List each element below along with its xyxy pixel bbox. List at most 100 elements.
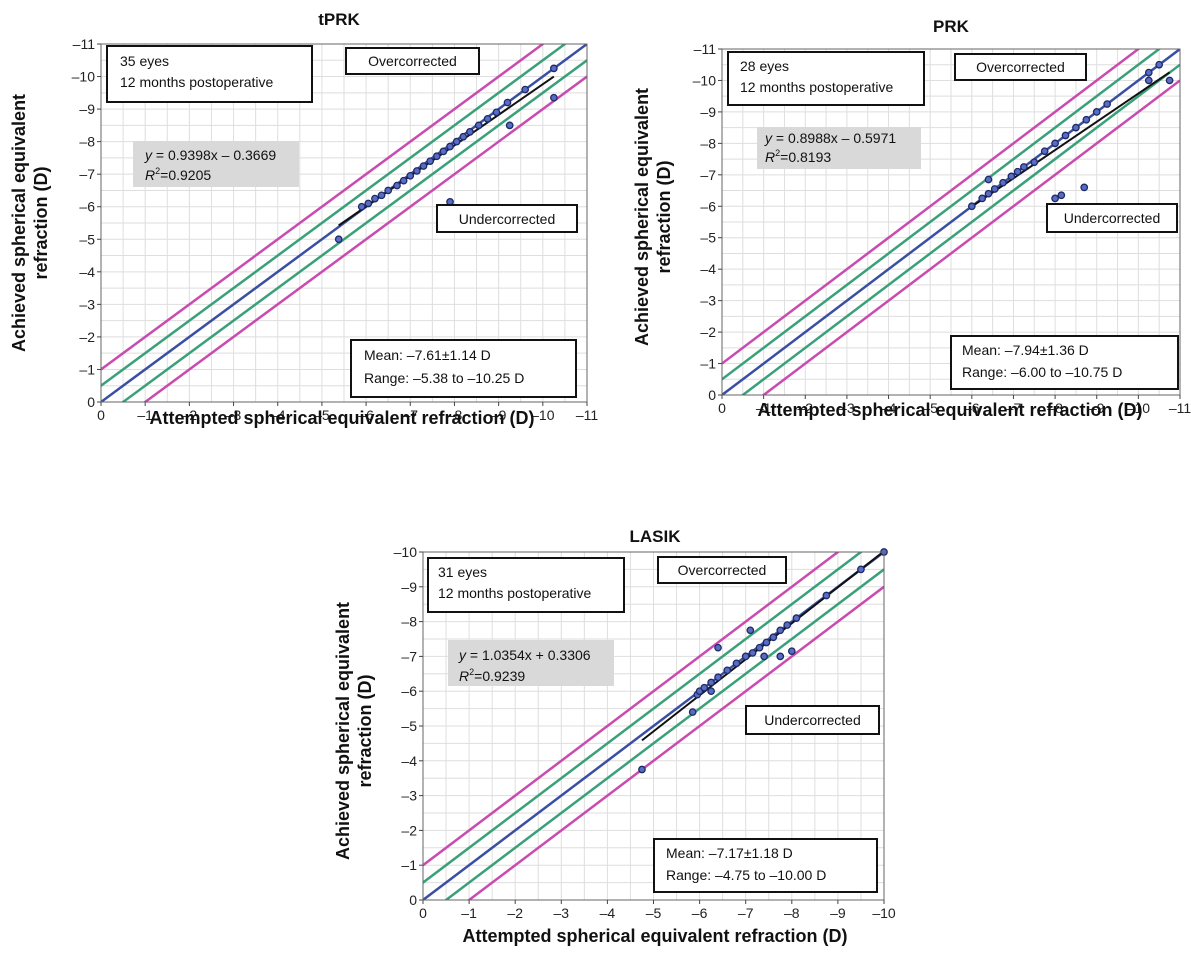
data-point: [1030, 158, 1039, 167]
x-tick-label: –5: [646, 905, 662, 921]
y-tick-label: –9: [700, 104, 716, 120]
data-point: [707, 678, 715, 687]
y-tick-label: –4: [401, 753, 417, 769]
mean-text: Mean: –7.94±1.36 D: [962, 342, 1089, 358]
data-point: [769, 633, 778, 642]
reference-line: [423, 552, 840, 867]
overcorrected-box: Overcorrected: [657, 556, 787, 584]
y-tick-label: –11: [694, 41, 717, 57]
y-tick-label: –3: [401, 788, 417, 804]
x-tick-label: –11: [1169, 400, 1191, 416]
data-point: [1144, 76, 1153, 85]
data-point: [1013, 167, 1022, 176]
range-text: Range: –4.75 to –10.00 D: [666, 867, 826, 883]
equation-variable: y: [458, 647, 467, 663]
y-tick-label: –5: [79, 231, 95, 247]
y-axis-title-line-1: Achieved spherical equivalent: [333, 602, 353, 860]
data-point: [393, 181, 401, 190]
x-tick-label: –6: [358, 407, 374, 423]
y-tick-label: –2: [700, 324, 716, 340]
followup-text: 12 months postoperative: [438, 585, 592, 601]
x-tick-label: –7: [402, 407, 418, 423]
y-axis-title-line-1: Achieved spherical equivalent: [632, 88, 652, 346]
overcorrected-label: Overcorrected: [368, 53, 457, 69]
x-tick-label: –7: [738, 905, 754, 921]
data-point: [1082, 115, 1091, 124]
reference-line: [722, 49, 1180, 395]
y-tick-label: –2: [79, 329, 95, 345]
data-point: [776, 652, 785, 661]
y-tick-label: –5: [401, 718, 417, 734]
y-tick-label: –11: [73, 36, 96, 52]
y-tick-label: –9: [79, 101, 95, 117]
data-point: [1061, 131, 1070, 140]
y-tick-label: –3: [79, 296, 95, 312]
r-squared-exponent: 2: [469, 667, 474, 677]
reference-line: [101, 44, 568, 387]
x-tick-label: –1: [461, 905, 477, 921]
reference-line: [120, 59, 587, 402]
info-box: 28 eyes 12 months postoperative: [727, 51, 925, 106]
data-point: [1020, 163, 1028, 171]
data-point: [371, 194, 379, 203]
eye-count-text: 28 eyes: [740, 58, 789, 74]
data-point: [967, 202, 976, 211]
data-point: [1051, 194, 1059, 203]
y-tick-label: –6: [401, 683, 417, 699]
undercorrected-box: Undercorrected: [436, 204, 578, 233]
data-point: [377, 191, 386, 200]
x-tick-label: –2: [507, 905, 523, 921]
x-tick-label: –10: [1127, 400, 1151, 416]
data-point: [1040, 147, 1049, 156]
reference-line: [143, 75, 587, 402]
data-point: [707, 687, 715, 696]
undercorrected-label: Undercorrected: [1064, 210, 1161, 226]
x-tick-label: –3: [839, 400, 855, 416]
x-tick-label: –9: [491, 407, 507, 423]
data-point: [688, 708, 697, 716]
r-squared-exponent: 2: [155, 166, 160, 176]
stats-box: Mean: –7.61±1.14 D Range: –5.38 to –10.2…: [350, 339, 577, 398]
equation-body: = 0.9398x – 0.3669: [152, 147, 276, 163]
y-tick-label: –1: [79, 361, 95, 377]
eye-count-text: 35 eyes: [120, 53, 169, 69]
x-axis-title: Attempted spherical equivalent refractio…: [462, 926, 847, 946]
plot-area: 0 –1 –2 –3 –4 –5 –6 –7 –8 –9 –10 –11 0 –1 –2 –3 –4 –5 –6 –7…: [693, 41, 1191, 416]
equation-box: y = 0.8988x – 0.5971 R2=0.8193: [757, 127, 921, 169]
data-point: [419, 162, 428, 170]
eye-count-text: 31 eyes: [438, 564, 487, 580]
data-point: [1057, 191, 1066, 200]
undercorrected-label: Undercorrected: [459, 211, 556, 227]
x-tick-label: –8: [784, 905, 800, 921]
data-point: [550, 93, 558, 102]
x-tick-label: –8: [447, 407, 463, 423]
clipped-series: [423, 552, 884, 900]
y-tick-label: –4: [700, 261, 716, 277]
data-point: [452, 137, 461, 146]
x-tick-label: –4: [881, 400, 897, 416]
plot-border: [100, 43, 588, 403]
overcorrected-label: Overcorrected: [976, 59, 1065, 75]
y-tick-label: –3: [700, 293, 716, 309]
data-point: [999, 178, 1007, 187]
y-tick-label: –10: [394, 544, 418, 560]
data-point: [459, 132, 468, 141]
data-point: [762, 638, 771, 647]
followup-text: 12 months postoperative: [740, 79, 894, 95]
x-tick-label: –5: [314, 407, 330, 423]
x-tick-label: –4: [270, 407, 286, 423]
y-tick-label: –1: [401, 857, 417, 873]
data-point: [1080, 183, 1089, 192]
clipped-series: [722, 49, 1180, 395]
range-text: Range: –5.38 to –10.25 D: [364, 370, 524, 386]
x-tick-label: –11: [576, 407, 599, 423]
x-tick-label: –4: [600, 905, 616, 921]
data-point: [492, 108, 501, 117]
mean-text: Mean: –7.17±1.18 D: [666, 845, 793, 861]
overcorrected-label: Overcorrected: [678, 562, 767, 578]
y-tick-label: –10: [72, 69, 96, 85]
data-point: [746, 626, 755, 635]
data-point: [406, 171, 415, 180]
data-point: [792, 614, 801, 622]
regression-equation: y = 1.0354x + 0.3306: [458, 647, 591, 663]
